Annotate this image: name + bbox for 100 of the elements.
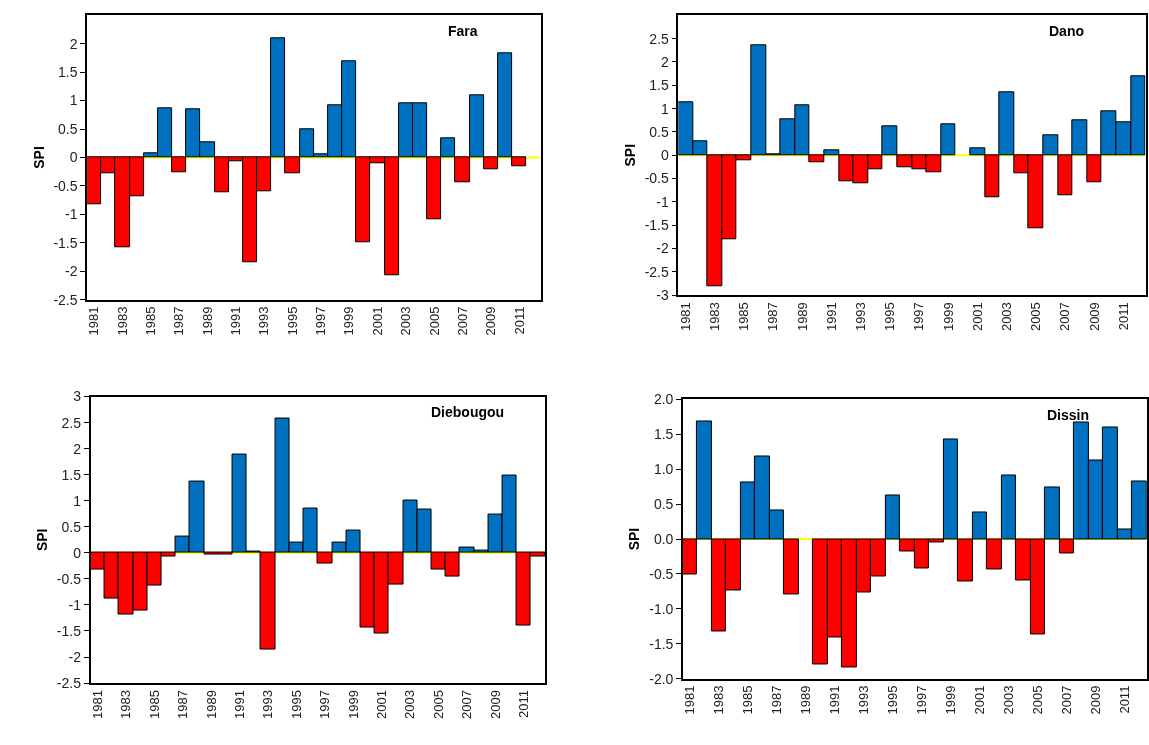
x-tick-label: 2009 (1086, 302, 1102, 332)
x-tick-label: 2009 (487, 690, 503, 719)
x-tick-label: 1981 (682, 685, 698, 715)
x-tick-label: 1981 (677, 302, 693, 332)
y-tick-label: -1 (65, 206, 78, 223)
y-tick-label: 2.5 (61, 414, 82, 431)
text: Dano (1049, 23, 1084, 39)
y-tick-label: 1 (69, 92, 78, 109)
y-tick-label: 0.5 (653, 496, 674, 513)
x-tick-label: 2007 (1057, 302, 1073, 332)
y-tick-label: -2.5 (644, 263, 669, 280)
y-tick-label: 0 (660, 147, 669, 164)
y-tick-label: -2.5 (56, 674, 82, 691)
x-tick-label: 1991 (228, 306, 244, 336)
x-tick-label: 1993 (856, 685, 872, 715)
x-tick-label: 1985 (146, 690, 162, 719)
x-tick-label: 1999 (940, 302, 956, 332)
x-tick-label: 2001 (374, 690, 389, 719)
y-tick-label: -2.5 (53, 291, 78, 308)
y-tick-label: 1.5 (649, 77, 669, 94)
x-tick-label: 1981 (89, 690, 105, 719)
x-tick-label: 1991 (827, 685, 843, 715)
y-tick-label: -1 (656, 193, 669, 210)
x-tick-label: 1981 (86, 306, 102, 336)
y-tick-label: -0.5 (56, 570, 82, 587)
x-tick-label: 2011 (516, 690, 532, 718)
y-tick-label: -0.5 (53, 177, 78, 194)
y-tick-label: -2 (656, 240, 669, 257)
y-tick-label: 0 (69, 149, 78, 166)
x-tick-label: 1997 (317, 690, 333, 719)
x-tick-label: 1987 (171, 306, 187, 336)
x-tick-label: 1997 (313, 306, 329, 336)
y-tick-label: -2.0 (649, 670, 674, 687)
x-tick-label: 1999 (345, 690, 361, 719)
x-tick-label: 1985 (736, 302, 752, 332)
x-tick-label: 1987 (175, 690, 191, 719)
y-tick-label: 3 (73, 388, 82, 405)
x-tick-label: 1995 (885, 685, 901, 715)
x-tick-label: 2007 (459, 690, 475, 719)
x-tick-label: 1995 (882, 302, 898, 332)
y-tick-label: 0 (73, 544, 82, 561)
x-tick-label: 1989 (798, 685, 814, 715)
x-tick-label: 1983 (707, 302, 723, 332)
y-tick-label: 0.5 (649, 123, 669, 140)
x-tick-label: 1985 (143, 306, 159, 336)
x-tick-label: 2003 (398, 306, 414, 336)
y-tick-label: -1.5 (644, 217, 669, 234)
y-axis-title: SPI (621, 143, 638, 167)
x-tick-label: 1987 (769, 685, 785, 715)
y-tick-label: 1.0 (653, 461, 674, 478)
y-tick-label: 2 (660, 53, 669, 70)
x-tick-label: 1999 (341, 306, 357, 336)
x-tick-label: 1983 (114, 306, 130, 336)
y-tick-label: 1 (660, 100, 669, 117)
y-tick-label: 2.0 (653, 391, 674, 408)
x-tick-label: 1993 (256, 306, 272, 336)
y-tick-label: 2 (69, 35, 78, 52)
x-tick-label: 1989 (794, 302, 810, 332)
x-tick-label: 2007 (454, 306, 470, 336)
x-tick-label: 2009 (1088, 685, 1104, 715)
x-tick-label: 1991 (823, 302, 839, 332)
x-tick-label: 1985 (740, 685, 756, 715)
x-tick-label: 2003 (1001, 685, 1017, 715)
x-tick-label: 1995 (284, 306, 300, 336)
y-tick-label: -0.5 (644, 170, 669, 187)
x-tick-label: 1997 (911, 302, 927, 332)
x-tick-label: 1987 (765, 302, 781, 332)
y-tick-label: 1.5 (58, 64, 78, 81)
x-tick-label: 2009 (483, 306, 499, 336)
x-tick-label: 1995 (288, 690, 304, 719)
text: Diebougou (431, 404, 505, 420)
y-axis-title: SPI (33, 528, 50, 552)
y-tick-label: 0.0 (653, 530, 674, 547)
y-axis-title: SPI (30, 146, 47, 169)
x-tick-label: 1989 (199, 306, 215, 336)
y-tick-label: -1.0 (649, 600, 674, 617)
x-tick-label: 2001 (369, 306, 385, 336)
x-tick-label: 1983 (118, 690, 134, 719)
x-tick-label: 2001 (969, 302, 985, 332)
y-tick-label: 2.5 (649, 30, 669, 47)
x-tick-label: 2005 (430, 690, 446, 719)
y-tick-label: -1.5 (53, 234, 78, 251)
y-tick-label: 0.5 (61, 518, 82, 535)
y-tick-label: 2 (73, 440, 82, 457)
y-tick-label: -1 (68, 596, 82, 613)
x-tick-label: 1983 (711, 685, 727, 715)
y-tick-label: 1 (73, 492, 82, 509)
x-tick-label: 2005 (1030, 685, 1046, 715)
y-tick-label: -2 (68, 648, 82, 665)
x-tick-label: 2003 (999, 302, 1015, 332)
y-tick-label: -3 (656, 287, 669, 304)
y-tick-label: 1.5 (653, 426, 674, 443)
x-tick-label: 2005 (426, 306, 442, 336)
x-tick-label: 2001 (972, 685, 988, 715)
y-tick-label: 1.5 (61, 466, 82, 483)
y-axis-title: SPI (626, 527, 643, 551)
x-tick-label: 1993 (853, 302, 869, 332)
y-tick-label: -1.5 (56, 622, 82, 639)
y-tick-label: -2 (65, 263, 78, 280)
y-tick-label: -1.5 (649, 635, 674, 652)
